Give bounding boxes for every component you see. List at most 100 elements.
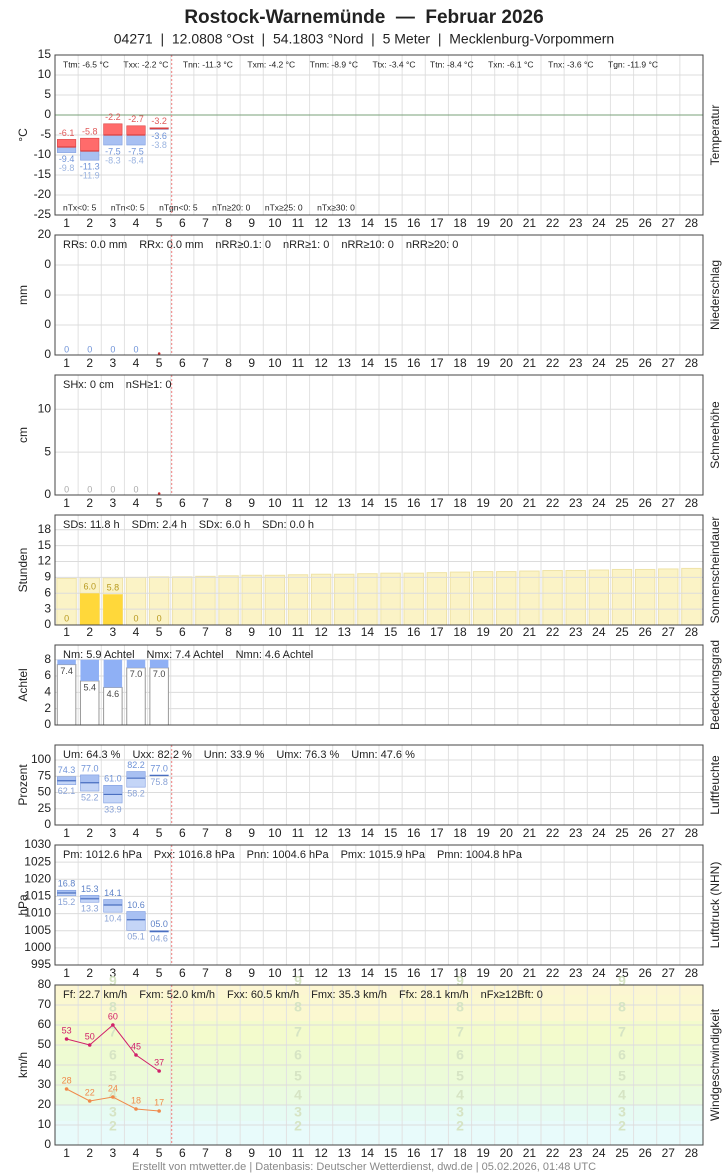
x-tick-label: 22: [546, 625, 560, 639]
beaufort-label: 7: [618, 1024, 626, 1040]
possible-sun-bar: [218, 575, 239, 626]
title: Rostock-Warnemünde — Februar 2026: [184, 7, 543, 28]
x-tick-label: 24: [592, 1146, 606, 1160]
x-tick-label: 20: [500, 356, 514, 370]
x-tick-label: 14: [361, 625, 375, 639]
sun-bar: [79, 593, 100, 625]
x-tick-label: 20: [500, 1146, 514, 1160]
x-tick-label: 17: [430, 826, 444, 840]
low-label: 05.1: [127, 932, 145, 942]
x-tick-label: 25: [615, 1146, 629, 1160]
x-tick-label: 20: [500, 625, 514, 639]
y-tick-label: 40: [38, 1057, 52, 1071]
value-label: 0: [64, 344, 69, 354]
side-label: Windgeschwindigkeit: [708, 1008, 722, 1121]
x-tick-label: 26: [638, 625, 652, 639]
panel-frame: [54, 744, 704, 826]
stat: Unn: 33.9 %: [204, 749, 265, 761]
x-tick-label: 9: [248, 216, 255, 230]
possible-sun-bar: [542, 570, 563, 626]
footer: Erstellt von mtwetter.de | Datenbasis: D…: [132, 1161, 596, 1173]
x-tick-label: 20: [500, 826, 514, 840]
value-label: 6.0: [83, 582, 96, 592]
x-tick-label: 27: [662, 826, 676, 840]
beaufort-label: 9: [109, 973, 117, 989]
x-tick-label: 15: [384, 216, 398, 230]
x-tick-label: 22: [546, 356, 560, 370]
value-label: 7.0: [153, 669, 166, 679]
x-tick-label: 27: [662, 496, 676, 510]
high-label: 82.2: [127, 760, 145, 770]
x-tick-label: 14: [361, 496, 375, 510]
stat: Pnn: 1004.6 hPa: [247, 849, 330, 861]
stat: Fmx: 35.3 km/h: [311, 989, 387, 1001]
wind-point: [64, 1087, 69, 1091]
x-tick-label: 2: [86, 1146, 93, 1160]
y-tick-label: 5: [44, 444, 51, 458]
high-label: 77.0: [81, 763, 99, 773]
value-label: 28: [62, 1075, 72, 1085]
wind-point: [87, 1043, 92, 1047]
high-label: 05.0: [150, 919, 168, 929]
beaufort-label: 3: [294, 1104, 302, 1120]
x-tick-label: 21: [523, 216, 537, 230]
side-label: Niederschlag: [708, 260, 722, 330]
stat: nFx≥12Bft: 0: [481, 989, 543, 1001]
x-tick-label: 19: [476, 625, 490, 639]
x-tick-label: 8: [225, 625, 232, 639]
x-tick-label: 11: [292, 826, 305, 840]
beaufort-label: 4: [456, 1087, 464, 1103]
x-tick-label: 19: [476, 826, 490, 840]
x-tick-label: 21: [523, 356, 537, 370]
x-tick-label: 1: [63, 826, 70, 840]
upper-box: [126, 125, 146, 136]
possible-sun-bar: [264, 574, 286, 626]
x-tick-label: 28: [685, 216, 699, 230]
x-tick-label: 12: [314, 625, 328, 639]
extra-label: -8.3: [105, 155, 121, 165]
side-label: Luftdruck (NHN): [708, 862, 722, 949]
x-tick-label: 13: [338, 496, 352, 510]
x-tick-label: 18: [453, 496, 467, 510]
low-label: 15.2: [58, 897, 76, 907]
beaufort-label: 3: [456, 1104, 464, 1120]
value-label: 0: [133, 344, 138, 354]
y-tick-label: 9: [44, 570, 51, 584]
y-tick-label: 10: [38, 67, 52, 81]
y-tick-label: 0: [44, 257, 51, 271]
y-axis-label: mm: [16, 285, 30, 305]
x-tick-label: 17: [430, 356, 444, 370]
x-tick-label: 13: [338, 625, 352, 639]
high-label: 10.6: [127, 900, 145, 910]
stat: SDx: 6.0 h: [199, 519, 250, 531]
lower-box: [126, 777, 146, 788]
x-tick-label: 23: [569, 625, 583, 639]
value-label: 0: [157, 613, 162, 623]
stat: Nm: 5.9 Achtel: [63, 649, 135, 661]
x-tick-label: 1: [63, 216, 70, 230]
x-tick-label: 4: [133, 216, 140, 230]
beaufort-label: 5: [294, 1068, 302, 1084]
possible-sun-bar: [287, 574, 309, 626]
high-label: 14.1: [104, 888, 122, 898]
high-label: 15.3: [81, 884, 99, 894]
high-label: 77.0: [150, 763, 168, 773]
y-tick-label: 0: [44, 317, 51, 331]
low-label: 10.4: [104, 914, 122, 924]
x-tick-label: 18: [453, 966, 467, 980]
y-tick-label: 995: [31, 957, 51, 971]
stat: RRs: 0.0 mm: [63, 239, 127, 251]
cloud-bar: [57, 659, 76, 665]
x-tick-label: 15: [384, 496, 398, 510]
x-tick-label: 10: [268, 356, 282, 370]
stat: SHx: 0 cm: [63, 379, 114, 391]
possible-sun-bar: [472, 571, 494, 626]
panel-frame: [54, 844, 704, 966]
x-tick-label: 27: [662, 356, 676, 370]
beaufort-label: 6: [294, 1047, 302, 1063]
x-tick-label: 2: [86, 625, 93, 639]
y-tick-label: 20: [38, 1097, 52, 1111]
x-tick-label: 26: [638, 826, 652, 840]
x-tick-label: 7: [202, 216, 209, 230]
x-tick-label: 4: [133, 966, 140, 980]
